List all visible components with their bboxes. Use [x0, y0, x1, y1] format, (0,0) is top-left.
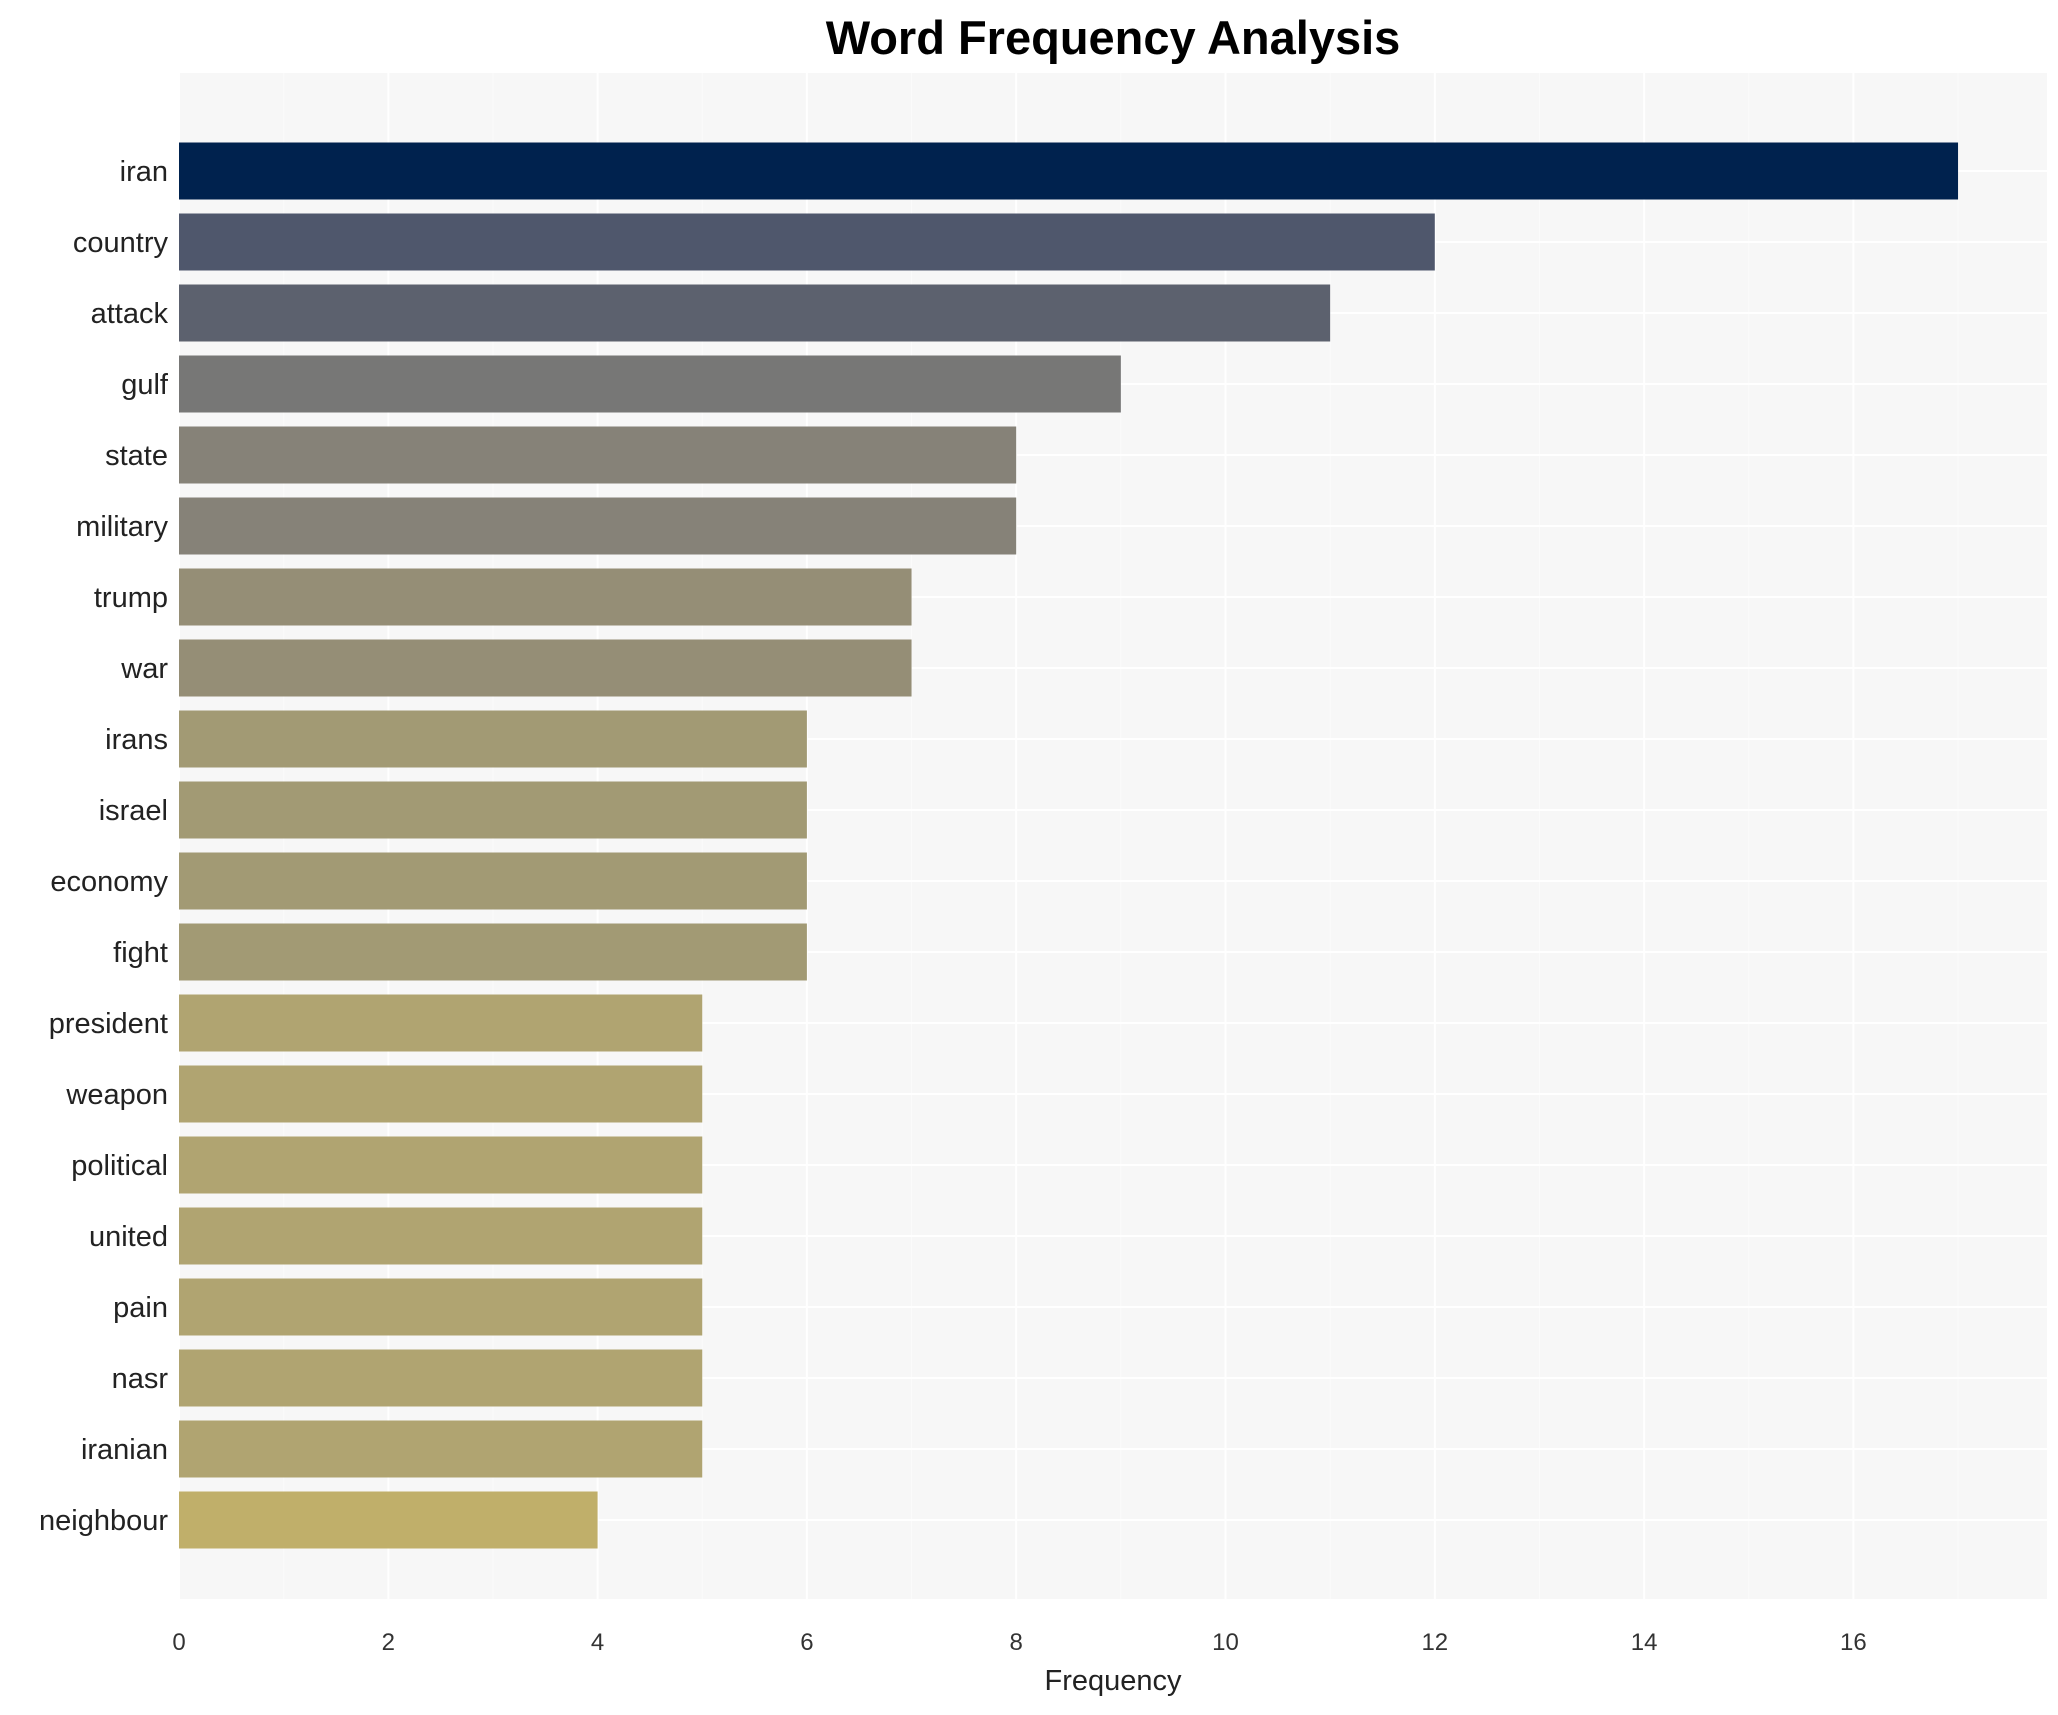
bar-irans: [179, 710, 807, 768]
x-tick-label: 2: [382, 1629, 395, 1656]
x-tick-label: 16: [1840, 1629, 1867, 1656]
bar-nasr: [179, 1349, 703, 1407]
category-label: weapon: [65, 1079, 168, 1111]
x-tick-labels: 0 2 4 6 8 10 12 14 16: [172, 1629, 1866, 1656]
bar-country: [179, 213, 1435, 271]
bar-weapon: [179, 1065, 703, 1123]
bars: [179, 142, 1959, 1549]
bar-attack: [179, 284, 1331, 342]
bar-political: [179, 1136, 703, 1194]
bar-pain: [179, 1278, 703, 1336]
category-label: pain: [113, 1292, 168, 1324]
x-axis-label: Frequency: [1044, 1665, 1182, 1697]
bar-state: [179, 426, 1017, 484]
chart-title: Word Frequency Analysis: [826, 11, 1401, 64]
category-label: military: [76, 511, 168, 543]
category-label: gulf: [121, 369, 169, 401]
bar-economy: [179, 852, 807, 910]
category-label: united: [89, 1221, 168, 1253]
category-label: economy: [50, 866, 168, 898]
x-tick-label: 12: [1421, 1629, 1448, 1656]
bar-israel: [179, 781, 807, 839]
category-label: country: [73, 227, 169, 259]
category-label: attack: [91, 298, 169, 330]
category-label: president: [49, 1008, 168, 1040]
x-tick-label: 4: [591, 1629, 604, 1656]
x-tick-label: 8: [1010, 1629, 1023, 1656]
x-tick-label: 0: [172, 1629, 185, 1656]
category-label: iran: [120, 156, 168, 188]
bar-fight: [179, 923, 807, 981]
category-label: irans: [105, 724, 168, 756]
bar-iran: [179, 142, 1959, 200]
bar-trump: [179, 568, 912, 626]
bar-president: [179, 994, 703, 1052]
category-label: neighbour: [39, 1505, 168, 1537]
category-label: political: [71, 1150, 168, 1182]
x-tick-label: 14: [1631, 1629, 1658, 1656]
category-label: nasr: [112, 1363, 169, 1395]
x-tick-label: 6: [800, 1629, 813, 1656]
category-label: war: [120, 653, 168, 685]
x-tick-label: 10: [1212, 1629, 1239, 1656]
bar-neighbour: [179, 1491, 598, 1549]
category-label: trump: [94, 582, 168, 614]
bar-gulf: [179, 355, 1121, 413]
bar-united: [179, 1207, 703, 1265]
bar-military: [179, 497, 1017, 555]
category-labels: iran country attack gulf state military trump w…: [39, 156, 169, 1537]
category-label: israel: [99, 795, 168, 827]
category-label: state: [105, 440, 168, 472]
bar-iranian: [179, 1420, 703, 1478]
bar-war: [179, 639, 912, 697]
category-label: fight: [113, 937, 168, 969]
category-label: iranian: [81, 1434, 168, 1466]
